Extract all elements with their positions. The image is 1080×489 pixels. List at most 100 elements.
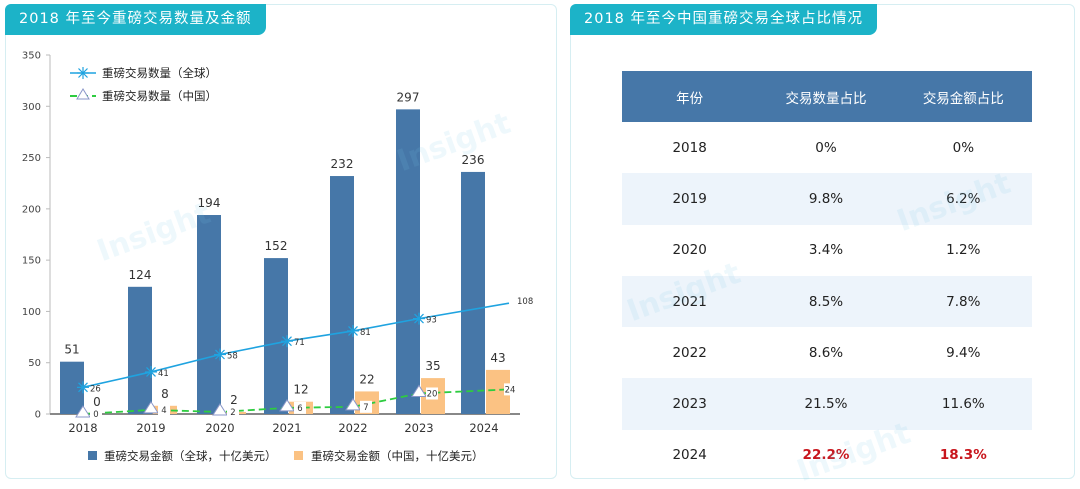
line-global-label: 93 bbox=[426, 316, 437, 326]
table-row: 2021 8.5% 7.8% bbox=[622, 275, 1032, 328]
cell-amount-share: 6.2% bbox=[894, 173, 1032, 225]
asterisk-stroke bbox=[282, 336, 292, 347]
table-row: 2020 3.4% 1.2% bbox=[622, 225, 1032, 276]
bar-china-label: 8 bbox=[161, 387, 169, 401]
asterisk-marker bbox=[347, 324, 359, 337]
line-global-label: 108 bbox=[517, 297, 533, 307]
header-amount-share: 交易金额占比 bbox=[894, 71, 1032, 122]
table-row: 2018 0% 0% bbox=[622, 122, 1032, 173]
cell-amount-share-highlight: 18.3% bbox=[939, 447, 987, 464]
bar-global-amount bbox=[128, 286, 152, 414]
triangle-marker bbox=[75, 405, 91, 418]
y-tick-label: 50 bbox=[28, 358, 41, 369]
asterisk-stroke bbox=[146, 367, 156, 377]
y-tick-label: 0 bbox=[35, 410, 41, 421]
asterisk-icon bbox=[78, 68, 88, 78]
table-panel-title: 2018 年至今中国重磅交易全球占比情况 bbox=[570, 4, 878, 35]
cell-year: 2024 bbox=[672, 447, 707, 464]
line-china-label: 6 bbox=[297, 404, 302, 414]
bar-china-label: 35 bbox=[425, 359, 440, 373]
cell-year: 2018 bbox=[672, 139, 707, 156]
table-row: 2024 22.2% 18.3% bbox=[622, 430, 1032, 481]
bar-global-label: 194 bbox=[198, 196, 221, 210]
y-tick-label: 150 bbox=[22, 256, 41, 267]
triangle-marker bbox=[143, 400, 159, 414]
line-global-label: 58 bbox=[227, 352, 238, 362]
legend-china-amount-swatch bbox=[294, 451, 303, 460]
legend-global-amount: 重磅交易金额（全球，十亿美元） bbox=[104, 449, 277, 463]
line-china-label: 20 bbox=[427, 389, 438, 399]
cell-count-share: 8.5% bbox=[757, 275, 895, 328]
chart-panel-title: 2018 年至今重磅交易数量及金额 bbox=[5, 4, 266, 35]
triangle-icon bbox=[76, 88, 90, 100]
asterisk-marker bbox=[77, 381, 89, 394]
x-tick-label: 2019 bbox=[136, 421, 165, 435]
cell-amount-share: 7.8% bbox=[894, 275, 1032, 328]
bar-global-label: 51 bbox=[64, 343, 79, 357]
line-global-label: 26 bbox=[90, 384, 101, 394]
line-china-label-bg bbox=[158, 403, 170, 416]
line-global-label: 81 bbox=[360, 328, 371, 338]
asterisk-marker bbox=[281, 335, 293, 348]
line-china-label: 24 bbox=[505, 385, 516, 395]
asterisk-marker bbox=[145, 365, 157, 378]
y-tick-label: 100 bbox=[22, 307, 41, 318]
bar-global-amount bbox=[461, 171, 485, 414]
table-panel: 2018 年至今中国重磅交易全球占比情况 年份 交易数量占比 交易金额占比 20… bbox=[570, 4, 1075, 479]
table-row: 2022 8.6% 9.4% bbox=[622, 327, 1032, 378]
legend-china-amount: 重磅交易金额（中国，十亿美元） bbox=[311, 449, 484, 463]
legend-global-amount-swatch bbox=[88, 451, 97, 460]
cell-count-share-highlight: 22.2% bbox=[802, 447, 850, 464]
cell-amount-share: 11.6% bbox=[894, 378, 1032, 430]
x-tick-label: 2024 bbox=[469, 421, 498, 435]
bar-global-amount bbox=[264, 258, 288, 414]
x-tick-label: 2021 bbox=[272, 421, 301, 435]
y-tick-label: 300 bbox=[22, 102, 41, 113]
line-china-label-bg bbox=[426, 387, 438, 400]
line-china-label: 4 bbox=[161, 406, 166, 416]
asterisk-stroke bbox=[78, 382, 88, 393]
asterisk-stroke bbox=[348, 325, 358, 336]
cell-year: 2022 bbox=[672, 344, 707, 361]
triangle-marker bbox=[345, 397, 361, 411]
x-tick-label: 2018 bbox=[68, 421, 97, 435]
line-global-label: 41 bbox=[158, 369, 169, 379]
cell-year: 2023 bbox=[622, 378, 758, 430]
bar-global-label: 124 bbox=[129, 268, 152, 282]
bar-global-label: 297 bbox=[397, 90, 420, 104]
cell-count-share: 9.8% bbox=[757, 173, 895, 225]
line-china-label-bg bbox=[504, 383, 516, 396]
asterisk-stroke bbox=[414, 313, 424, 324]
bar-china-label: 12 bbox=[293, 383, 308, 397]
y-tick-label: 350 bbox=[22, 51, 41, 62]
y-tick-label: 200 bbox=[22, 204, 41, 215]
asterisk-stroke bbox=[215, 349, 225, 360]
legend-china-count: 重磅交易数量（中国） bbox=[102, 89, 217, 103]
line-china-label: 7 bbox=[363, 403, 368, 413]
asterisk-marker bbox=[413, 312, 425, 325]
table-header-row: 年份 交易数量占比 交易金额占比 bbox=[622, 71, 1032, 122]
cell-amount-share: 9.4% bbox=[946, 344, 981, 361]
bar-china-label: 0 bbox=[93, 395, 101, 409]
line-china-label-bg bbox=[227, 405, 239, 418]
bar-global-label: 152 bbox=[265, 239, 288, 253]
bar-global-amount bbox=[396, 109, 420, 414]
line-china-label-bg bbox=[360, 400, 372, 413]
y-tick-label: 250 bbox=[22, 153, 41, 164]
cell-count-share: 0% bbox=[815, 139, 837, 156]
share-table: 年份 交易数量占比 交易金额占比 2018 0% 0% 2019 9.8% 6.… bbox=[622, 71, 1032, 481]
bar-global-label: 236 bbox=[462, 153, 485, 167]
cell-year: 2019 bbox=[622, 173, 758, 225]
legend-global-count: 重磅交易数量（全球） bbox=[102, 66, 217, 80]
triangle-marker bbox=[411, 384, 427, 397]
cell-count-share: 3.4% bbox=[808, 242, 844, 259]
header-count-share: 交易数量占比 bbox=[757, 71, 895, 122]
line-china-label-bg bbox=[90, 408, 102, 420]
cell-year: 2020 bbox=[672, 242, 707, 259]
table-row: 2019 9.8% 6.2% bbox=[622, 173, 1032, 225]
asterisk-marker bbox=[214, 348, 226, 361]
triangle-marker bbox=[279, 398, 295, 412]
cell-count-share: 21.5% bbox=[757, 378, 895, 430]
x-tick-label: 2023 bbox=[404, 421, 433, 435]
